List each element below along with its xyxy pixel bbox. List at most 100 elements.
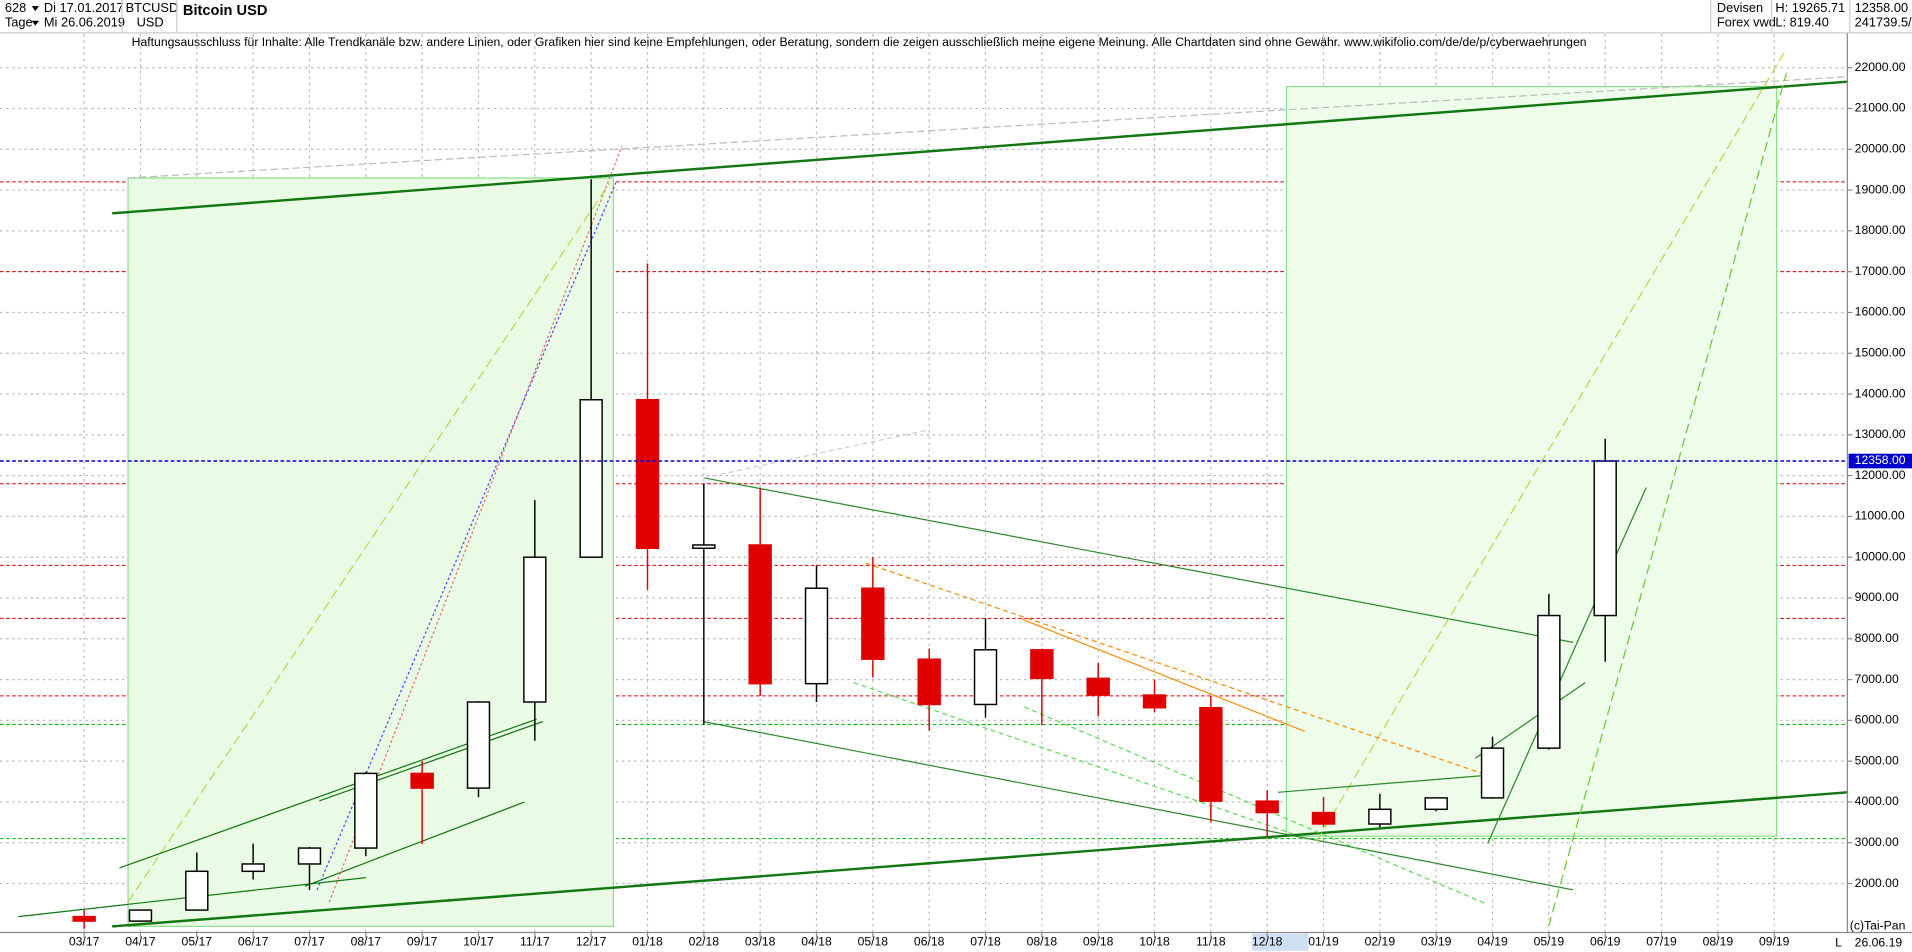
trend-line (1021, 618, 1305, 732)
trend-line (127, 76, 1848, 179)
candle-body (410, 772, 434, 789)
candle-body (72, 915, 96, 922)
candle-body (917, 658, 941, 706)
end-date: Mi 26.06.2019 (44, 15, 125, 30)
candle-body (1199, 707, 1223, 802)
x-tick-label: 12/18 (1252, 934, 1283, 948)
x-tick-label: 03/17 (69, 934, 100, 948)
market: Devisen (1717, 0, 1763, 15)
x-tick-label: 10/17 (463, 934, 494, 948)
x-tick-label: 07/19 (1646, 934, 1677, 948)
candle-body (1030, 649, 1054, 680)
x-tick-label: 04/18 (801, 934, 832, 948)
x-tick-label: 02/18 (689, 934, 720, 948)
y-tick-label: 18000.00 (1855, 223, 1906, 237)
currency: USD (137, 15, 164, 30)
symbol: BTCUSD (126, 0, 179, 15)
trend-line (304, 801, 525, 887)
candle-body (1368, 808, 1392, 825)
plot (0, 179, 1848, 929)
trend-line (1277, 774, 1488, 793)
volume: 241739.5/ (1855, 15, 1912, 30)
source: Forex vwd (1717, 15, 1776, 30)
axis-highlight (1252, 933, 1309, 951)
x-tick-label: 02/19 (1365, 934, 1396, 948)
x-tick-label: 08/19 (1703, 934, 1734, 948)
trend-line (1475, 682, 1586, 759)
candle-body (1311, 811, 1336, 825)
candle-body (1480, 747, 1505, 799)
y-tick-label: 17000.00 (1855, 264, 1906, 278)
x-tick-label: 06/18 (914, 934, 945, 948)
last-price: 12358.00 (1855, 0, 1908, 15)
trend-line (1487, 487, 1647, 844)
candle-body (354, 772, 378, 849)
candle-body (1424, 797, 1448, 811)
candle-body (973, 649, 998, 706)
y-tick-label: 9000.00 (1855, 590, 1899, 604)
trend-line (1548, 72, 1787, 927)
x-tick-label: 01/19 (1308, 934, 1339, 948)
header-bg (0, 0, 1912, 33)
candle-body (804, 587, 829, 685)
candle-body (1593, 460, 1617, 617)
candle-body (241, 863, 265, 873)
trend-line (703, 477, 1574, 643)
count: 628 (5, 0, 26, 15)
y-tick-label: 12000.00 (1855, 468, 1906, 482)
trend-line (127, 182, 611, 903)
x-tick-label: 03/18 (745, 934, 776, 948)
x-tick-label: 05/18 (858, 934, 889, 948)
x-tick-label: 06/17 (238, 934, 269, 948)
x-tick-label: 08/17 (351, 934, 382, 948)
candle-body (466, 701, 491, 789)
candle-body (579, 399, 603, 558)
x-tick-label: 09/18 (1083, 934, 1114, 948)
dropdown-icon[interactable] (31, 20, 40, 26)
y-tick-label: 15000.00 (1855, 345, 1906, 359)
x-tick-label: 09/17 (407, 934, 438, 948)
x-tick-label: 05/19 (1534, 934, 1565, 948)
chart-title: Bitcoin USD (183, 3, 268, 19)
x-tick-label: 07/18 (970, 934, 1001, 948)
y-tick-label: 16000.00 (1855, 305, 1906, 319)
footer-date: 26.06.19 (1855, 936, 1903, 950)
trend-line (703, 429, 927, 479)
y-tick-label: 3000.00 (1855, 835, 1899, 849)
y-tick-label: 19000.00 (1855, 182, 1906, 196)
y-tick-label: 20000.00 (1855, 142, 1906, 156)
trend-line (853, 682, 1293, 835)
trend-line (112, 791, 1848, 928)
start-date: Di 17.01.2017 (44, 0, 124, 15)
trend-line (316, 182, 617, 891)
period[interactable]: Tage (5, 15, 33, 30)
candle-body (128, 909, 153, 922)
trend-line (703, 721, 1574, 891)
x-tick-label: 07/17 (294, 934, 325, 948)
current-price-box (1848, 453, 1912, 469)
candle-body (1255, 800, 1279, 814)
current-price-label: 12358.00 (1855, 453, 1906, 467)
x-tick-label: 04/17 (125, 934, 156, 948)
y-tick-label: 14000.00 (1855, 386, 1906, 400)
y-tick-label: 4000.00 (1855, 794, 1899, 808)
x-tick-label: 10/18 (1139, 934, 1170, 948)
candle-body (1142, 694, 1167, 709)
y-tick-label: 21000.00 (1855, 101, 1906, 115)
y-tick-label: 2000.00 (1855, 876, 1899, 890)
candle-body (635, 399, 660, 549)
dropdown-icon[interactable] (31, 6, 40, 11)
candle-body (1086, 677, 1110, 696)
y-tick-label: 6000.00 (1855, 713, 1899, 727)
x-tick-label: 01/18 (632, 934, 663, 948)
y-tick-label: 5000.00 (1855, 753, 1899, 767)
x-tick-label: 11/18 (1196, 934, 1226, 948)
x-tick-label: 08/18 (1027, 934, 1058, 948)
low: L: 819.40 (1775, 15, 1828, 30)
x-tick-label: 04/19 (1477, 934, 1508, 948)
scale-mode[interactable]: L (1835, 936, 1842, 950)
trend-line (112, 80, 1848, 215)
candle-body (1537, 614, 1561, 749)
